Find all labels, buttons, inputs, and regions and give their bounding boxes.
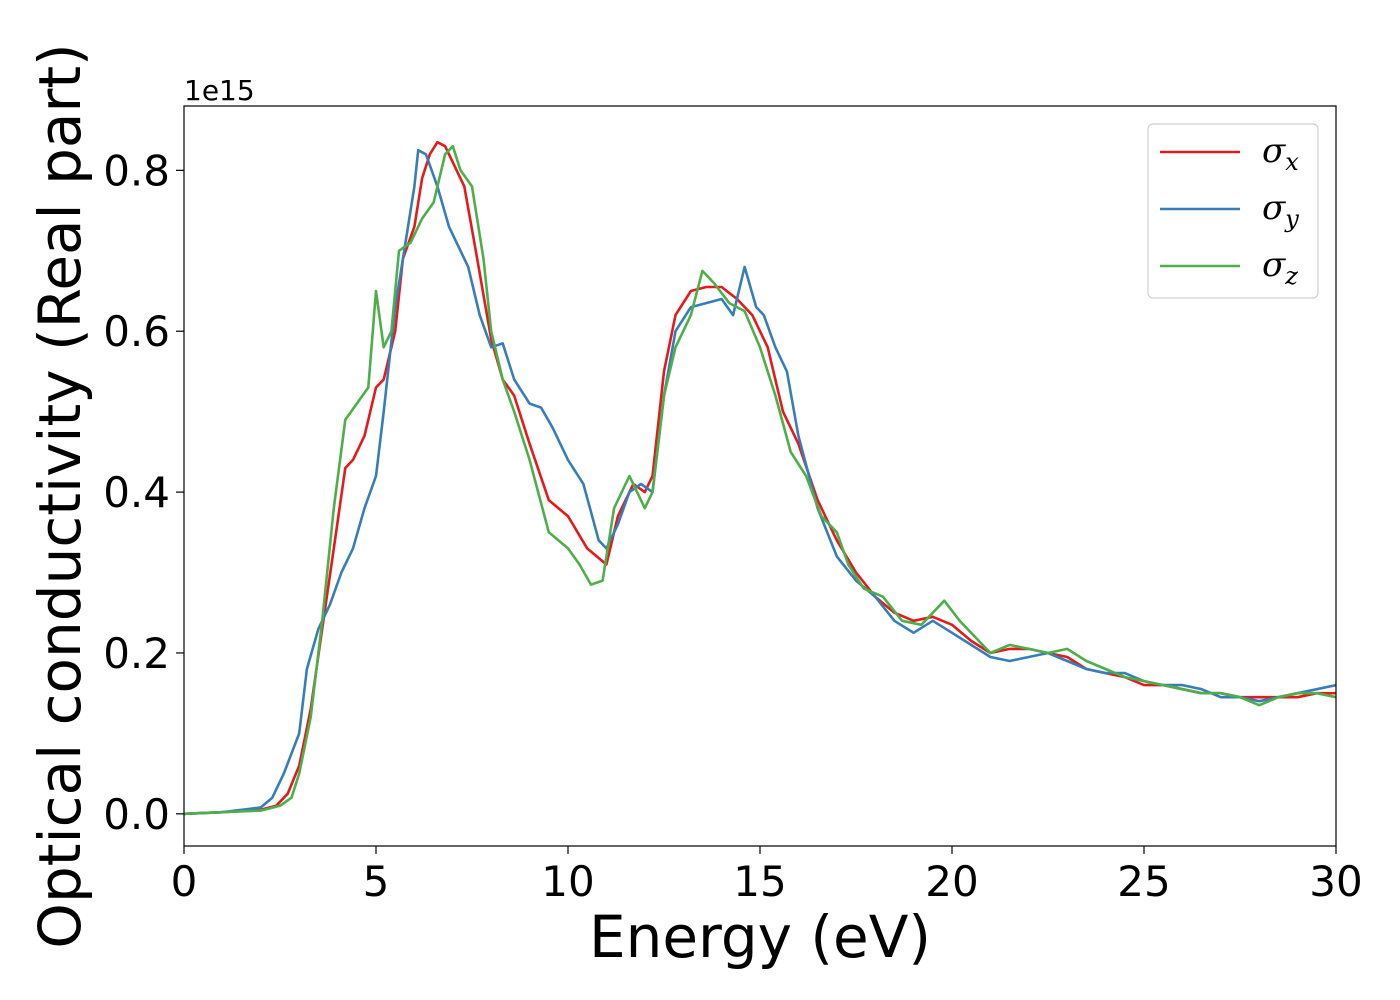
y-tick-label: 0.6	[103, 307, 170, 356]
series-line-y	[183, 148, 1337, 816]
y-tick-label: 0.2	[103, 629, 170, 678]
y-offset-label: 1e15	[184, 74, 255, 107]
legend-box	[1147, 123, 1319, 299]
x-tick-label: 5	[363, 857, 390, 906]
legend-label-z: σz	[1262, 245, 1298, 290]
x-tick-label: 20	[925, 857, 978, 906]
y-axis-title: Optical conductivity (Real part)	[26, 43, 94, 948]
x-axis-ticks: 0 5 10 15 20 25 30	[171, 846, 1363, 906]
series-layer	[183, 140, 1337, 816]
y-tick-label: 0.0	[103, 790, 170, 839]
x-axis-title: Energy (eV)	[589, 903, 931, 971]
legend-label-x: σx	[1262, 131, 1299, 176]
y-axis-ticks: 0.0 0.2 0.4 0.6 0.8	[103, 146, 184, 839]
y-tick-label: 0.4	[103, 468, 170, 517]
x-tick-label: 30	[1309, 857, 1362, 906]
legend: σx σy σz	[1147, 123, 1319, 299]
x-tick-label: 0	[171, 857, 198, 906]
series-line-z	[183, 144, 1337, 816]
y-tick-label: 0.8	[103, 146, 170, 195]
x-tick-label: 15	[733, 857, 786, 906]
legend-label-y: σy	[1262, 188, 1299, 233]
x-tick-label: 10	[541, 857, 594, 906]
x-tick-label: 25	[1117, 857, 1170, 906]
